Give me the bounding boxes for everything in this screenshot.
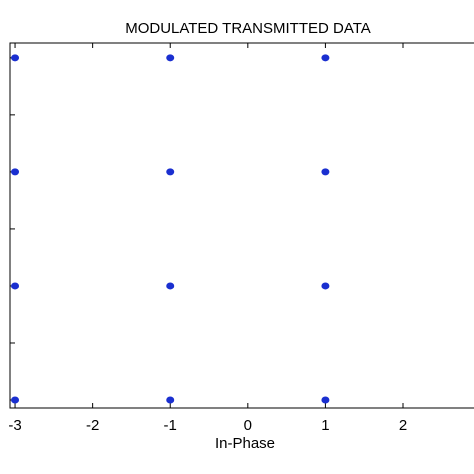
- data-point: [11, 396, 20, 404]
- data-point: [321, 396, 330, 404]
- data-point: [11, 54, 20, 62]
- plot-frame: [9, 42, 474, 409]
- data-point: [166, 54, 175, 62]
- x-axis-label: In-Phase: [215, 435, 275, 452]
- data-point: [166, 282, 175, 290]
- x-tick-label: -1: [164, 417, 177, 434]
- x-tick-label: -3: [8, 417, 21, 434]
- data-point: [11, 168, 20, 176]
- data-point: [166, 396, 175, 404]
- x-tick-label: 1: [321, 417, 329, 434]
- data-point: [166, 168, 175, 176]
- x-tick-label: -2: [86, 417, 99, 434]
- data-point: [321, 282, 330, 290]
- chart-title: MODULATED TRANSMITTED DATA: [125, 20, 371, 37]
- data-point: [321, 168, 330, 176]
- data-point: [321, 54, 330, 62]
- x-tick-label: 0: [244, 417, 252, 434]
- x-tick-label: 2: [399, 417, 407, 434]
- data-point: [11, 282, 20, 290]
